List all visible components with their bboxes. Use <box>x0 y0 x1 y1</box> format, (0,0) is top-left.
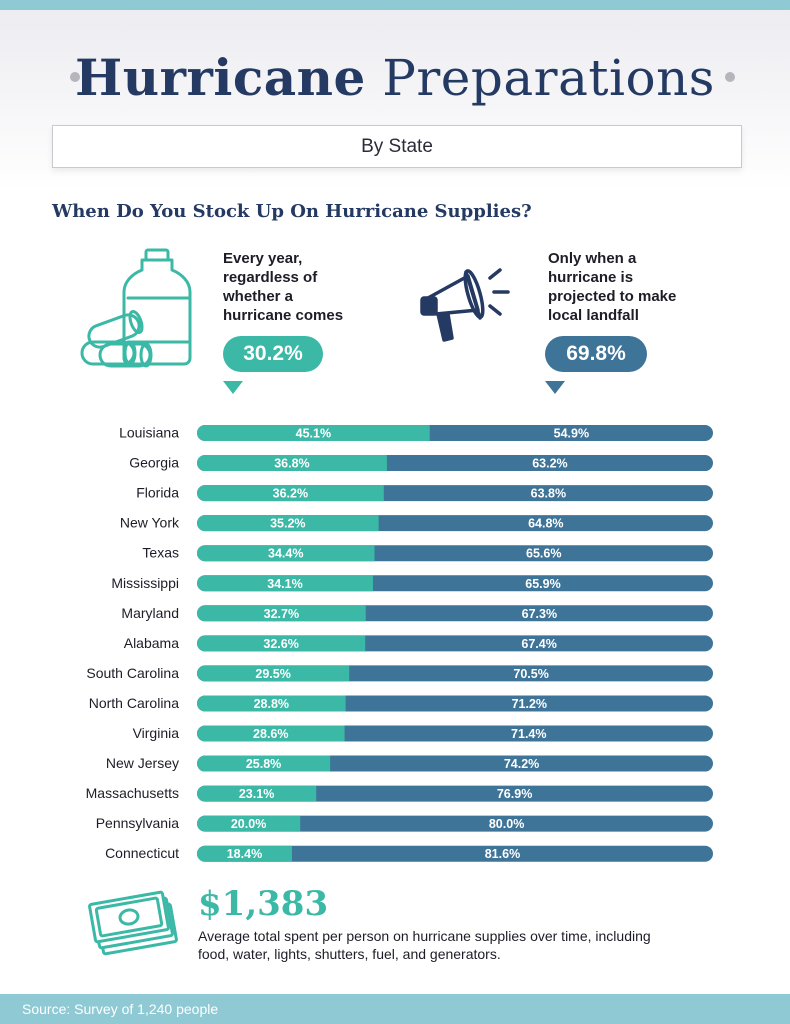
state-label: South Carolina <box>86 665 179 681</box>
value-label-only-when-landfall: 67.4% <box>521 637 556 651</box>
bar-segment-every-year <box>197 785 317 802</box>
state-label: Florida <box>136 485 179 501</box>
bar-segment-every-year <box>197 575 373 592</box>
value-label-every-year: 23.1% <box>239 787 274 801</box>
question-heading: When Do You Stock Up On Hurricane Suppli… <box>52 201 532 222</box>
option-2-text: Only when a hurricane is projected to ma… <box>548 250 677 324</box>
value-label-every-year: 28.8% <box>254 697 289 711</box>
bar-segment-every-year <box>197 695 346 712</box>
state-label: Connecticut <box>105 845 179 861</box>
state-label: Alabama <box>124 635 179 651</box>
bar-segment-every-year <box>197 755 331 772</box>
bar-segment-only-when-landfall <box>197 815 713 832</box>
value-label-every-year: 36.8% <box>274 457 309 471</box>
value-label-only-when-landfall: 74.2% <box>504 757 539 771</box>
value-label-every-year: 36.2% <box>273 487 308 501</box>
state-label: Texas <box>142 545 179 561</box>
value-label-every-year: 34.4% <box>268 547 303 561</box>
value-label-only-when-landfall: 64.8% <box>528 517 563 531</box>
average-spend-description: Average total spent per person on hurric… <box>198 928 651 962</box>
title-dot-right <box>725 72 735 82</box>
value-label-only-when-landfall: 67.3% <box>522 607 557 621</box>
bar-segment-every-year <box>197 635 366 652</box>
value-label-only-when-landfall: 63.8% <box>531 487 566 501</box>
top-band <box>0 0 790 10</box>
value-label-every-year: 34.1% <box>267 577 302 591</box>
value-label-every-year: 18.4% <box>227 847 262 861</box>
value-label-every-year: 25.8% <box>246 757 281 771</box>
water-jug-batteries-icon <box>80 248 192 368</box>
bar-segment-only-when-landfall <box>197 785 713 802</box>
bar-segment-only-when-landfall <box>197 845 713 862</box>
bar-segment-every-year <box>197 725 345 742</box>
value-label-only-when-landfall: 81.6% <box>485 847 520 861</box>
option-2-pointer <box>545 381 565 394</box>
bar-segment-every-year <box>197 815 301 832</box>
option-2-value: 69.8% <box>545 336 647 372</box>
value-label-every-year: 32.7% <box>264 607 299 621</box>
money-stack-icon <box>88 890 178 956</box>
value-label-every-year: 32.6% <box>263 637 298 651</box>
value-label-only-when-landfall: 71.2% <box>512 697 547 711</box>
state-label: Louisiana <box>119 425 179 441</box>
value-label-only-when-landfall: 63.2% <box>532 457 567 471</box>
value-label-only-when-landfall: 76.9% <box>497 787 532 801</box>
title-bold: Hurricane <box>75 48 366 107</box>
value-label-every-year: 20.0% <box>231 817 266 831</box>
option-1-pointer <box>223 381 243 394</box>
title-dot-left <box>70 72 80 82</box>
value-label-only-when-landfall: 71.4% <box>511 727 546 741</box>
bar-segment-every-year <box>197 665 350 682</box>
bar-segment-every-year <box>197 425 430 441</box>
subtitle: By State <box>52 125 742 168</box>
title-light: Preparations <box>382 49 715 107</box>
bar-segment-every-year <box>197 485 384 502</box>
source-bar: Source: Survey of 1,240 people <box>0 994 790 1024</box>
bar-segment-every-year <box>197 515 379 532</box>
value-label-every-year: 28.6% <box>253 727 288 741</box>
value-label-only-when-landfall: 65.9% <box>525 577 560 591</box>
state-label: North Carolina <box>89 695 179 711</box>
state-bar-chart: Louisiana 45.1% 54.9% Georgia 36.8% 63.2% Flor… <box>86 425 713 862</box>
bar-segment-every-year <box>197 605 366 622</box>
value-label-every-year: 45.1% <box>296 427 331 441</box>
state-label: Virginia <box>133 725 180 741</box>
state-label: Maryland <box>121 605 179 621</box>
megaphone-icon <box>420 268 510 342</box>
state-label: Georgia <box>129 455 179 471</box>
value-label-every-year: 35.2% <box>270 517 305 531</box>
value-label-only-when-landfall: 70.5% <box>513 667 548 681</box>
bar-segment-every-year <box>197 545 375 562</box>
state-label: New York <box>120 515 180 531</box>
state-label: New Jersey <box>106 755 179 771</box>
page-title: Hurricane Preparations <box>0 48 790 107</box>
state-label: Mississippi <box>111 575 179 591</box>
option-1-value: 30.2% <box>223 336 323 372</box>
value-label-only-when-landfall: 80.0% <box>489 817 524 831</box>
source-text: Source: Survey of 1,240 people <box>22 1001 219 1017</box>
average-spend-amount: $1,383 <box>198 884 329 924</box>
state-label: Massachusetts <box>86 785 179 801</box>
bar-segment-every-year <box>197 455 387 472</box>
value-label-every-year: 29.5% <box>255 667 290 681</box>
value-label-only-when-landfall: 65.6% <box>526 547 561 561</box>
state-label: Pennsylvania <box>96 815 179 831</box>
bar-segment-every-year <box>197 845 292 862</box>
option-1-text: Every year, regardless of whether a hurr… <box>223 250 344 324</box>
value-label-only-when-landfall: 54.9% <box>554 427 589 441</box>
